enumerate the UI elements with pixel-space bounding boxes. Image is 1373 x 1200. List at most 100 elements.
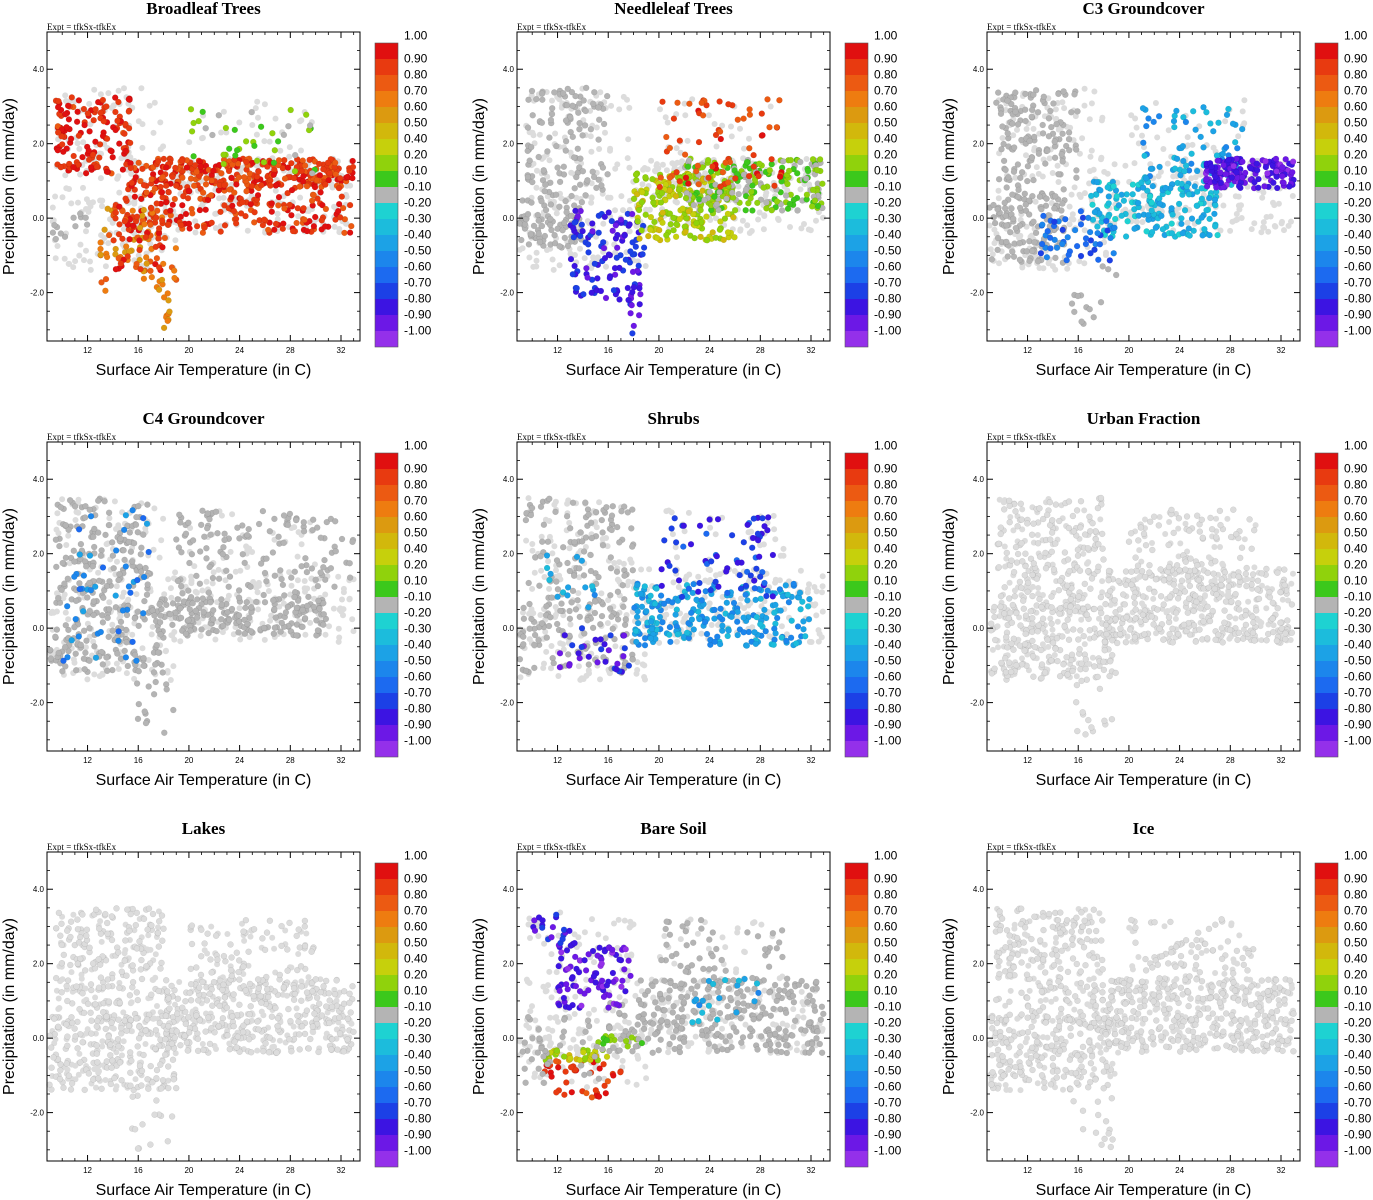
scatter-point bbox=[1012, 108, 1019, 116]
scatter-point bbox=[196, 548, 204, 555]
scatter-point bbox=[135, 667, 142, 675]
scatter-point bbox=[993, 99, 1000, 107]
scatter-point bbox=[591, 260, 599, 268]
scatter-point-faint bbox=[999, 135, 1006, 141]
scatter-point bbox=[538, 90, 546, 97]
scatter-point bbox=[251, 208, 258, 216]
scatter-point bbox=[1135, 212, 1142, 220]
panel-title: C3 Groundcover bbox=[1083, 0, 1205, 18]
scatter-point bbox=[518, 236, 525, 244]
colorbar-label: 0.80 bbox=[404, 68, 428, 82]
colorbar-label: 1.00 bbox=[1344, 29, 1368, 43]
scatter-point bbox=[1004, 130, 1011, 137]
expt-label: Expt = tfkSx-tfkEx bbox=[47, 22, 117, 32]
scatter-point bbox=[115, 98, 122, 106]
scatter-point-faint bbox=[612, 207, 618, 214]
scatter-point-faint bbox=[75, 199, 81, 206]
scatter-point bbox=[80, 655, 88, 662]
scatter-point bbox=[202, 206, 209, 214]
scatter-point bbox=[1014, 121, 1022, 128]
scatter-point bbox=[649, 194, 656, 201]
scatter-point-faint bbox=[218, 512, 225, 519]
scatter-point bbox=[784, 180, 791, 188]
scatter-point bbox=[280, 539, 288, 547]
scatter-point bbox=[1065, 129, 1073, 136]
scatter-point-faint bbox=[105, 240, 112, 247]
scatter-point bbox=[322, 181, 329, 188]
scatter-point bbox=[1185, 191, 1193, 198]
colorbar-swatch bbox=[1315, 267, 1338, 283]
scatter-point-faint bbox=[267, 617, 274, 624]
scatter-point bbox=[54, 146, 62, 154]
scatter-point bbox=[169, 173, 176, 181]
scatter-point bbox=[773, 123, 781, 131]
scatter-point-faint bbox=[1046, 155, 1053, 162]
scatter-point bbox=[1105, 193, 1113, 200]
scatter-point bbox=[198, 626, 205, 633]
scatter-point bbox=[1030, 218, 1037, 225]
scatter-point bbox=[90, 533, 97, 541]
scatter-point bbox=[786, 200, 794, 208]
scatter-point bbox=[270, 171, 277, 179]
colorbar-label: -0.40 bbox=[874, 228, 902, 242]
colorbar-label: 0.70 bbox=[404, 494, 428, 508]
scatter-point bbox=[143, 189, 150, 196]
scatter-point-faint bbox=[236, 119, 243, 126]
scatter-point bbox=[231, 189, 238, 196]
scatter-point bbox=[112, 126, 119, 134]
scatter-point bbox=[638, 198, 646, 206]
scatter-point bbox=[1197, 133, 1204, 141]
scatter-point-faint bbox=[602, 129, 608, 136]
colorbar-swatch bbox=[845, 75, 868, 91]
scatter-point bbox=[542, 206, 550, 214]
scatter-point bbox=[663, 232, 670, 239]
scatter-point bbox=[1085, 214, 1092, 222]
scatter-point-faint bbox=[128, 170, 135, 177]
scatter-point bbox=[613, 244, 621, 252]
scatter-point bbox=[242, 138, 250, 145]
colorbar-swatch bbox=[845, 59, 868, 75]
scatter-point bbox=[316, 605, 323, 612]
scatter-point bbox=[704, 156, 712, 164]
scatter-point bbox=[1060, 186, 1067, 193]
scatter-point bbox=[1211, 210, 1218, 218]
scatter-point bbox=[1028, 154, 1036, 161]
scatter-point bbox=[1035, 150, 1043, 157]
scatter-point bbox=[584, 274, 591, 281]
scatter-point bbox=[209, 574, 217, 582]
scatter-point bbox=[1238, 125, 1246, 133]
scatter-point bbox=[581, 122, 589, 129]
scatter-point bbox=[243, 531, 251, 539]
scatter-point bbox=[271, 147, 279, 154]
scatter-point bbox=[564, 242, 572, 250]
scatter-point bbox=[1022, 201, 1030, 208]
scatter-point-faint bbox=[1023, 126, 1030, 132]
scatter-point bbox=[348, 222, 355, 230]
scatter-point-faint bbox=[76, 145, 83, 152]
scatter-point bbox=[570, 233, 578, 241]
scatter-point bbox=[595, 116, 603, 123]
scatter-point bbox=[742, 186, 750, 193]
scatter-point bbox=[127, 548, 135, 555]
scatter-point bbox=[1182, 162, 1190, 169]
scatter-point bbox=[306, 156, 313, 164]
scatter-point bbox=[271, 606, 278, 613]
scatter-point bbox=[284, 164, 292, 171]
scatter-point-faint bbox=[350, 628, 357, 635]
scatter-point bbox=[1059, 226, 1066, 234]
scatter-point bbox=[177, 614, 185, 622]
scatter-point-faint bbox=[737, 226, 744, 233]
scatter-point bbox=[659, 98, 666, 106]
scatter-point-faint bbox=[596, 146, 603, 152]
scatter-point bbox=[999, 123, 1006, 130]
scatter-point-faint bbox=[170, 663, 177, 670]
colorbar-label: 0.70 bbox=[874, 84, 898, 98]
scatter-point bbox=[284, 521, 292, 529]
scatter-point-faint bbox=[1066, 203, 1073, 210]
scatter-point-faint bbox=[225, 592, 232, 599]
scatter-point bbox=[1051, 205, 1058, 212]
scatter-point bbox=[47, 655, 55, 662]
scatter-point-faint bbox=[158, 537, 165, 544]
scatter-point bbox=[99, 96, 107, 104]
scatter-point bbox=[59, 668, 66, 675]
